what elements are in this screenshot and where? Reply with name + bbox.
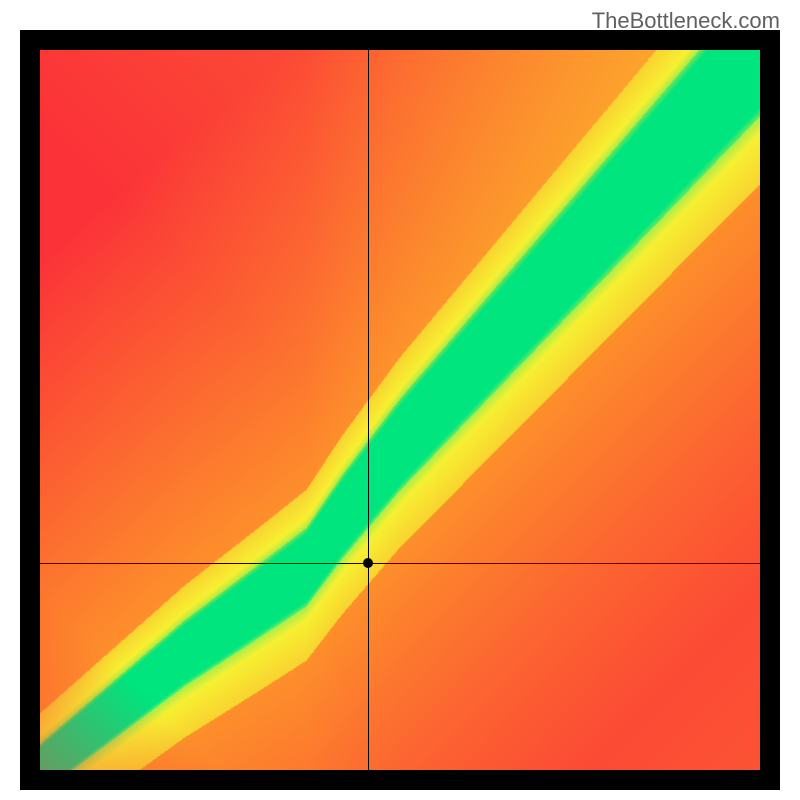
bottleneck-heatmap (40, 50, 760, 770)
crosshair-horizontal (40, 563, 760, 564)
crosshair-point (363, 558, 373, 568)
crosshair-vertical (368, 50, 369, 770)
watermark-text: TheBottleneck.com (592, 8, 780, 34)
chart-frame (20, 30, 780, 790)
chart-container: TheBottleneck.com (0, 0, 800, 800)
